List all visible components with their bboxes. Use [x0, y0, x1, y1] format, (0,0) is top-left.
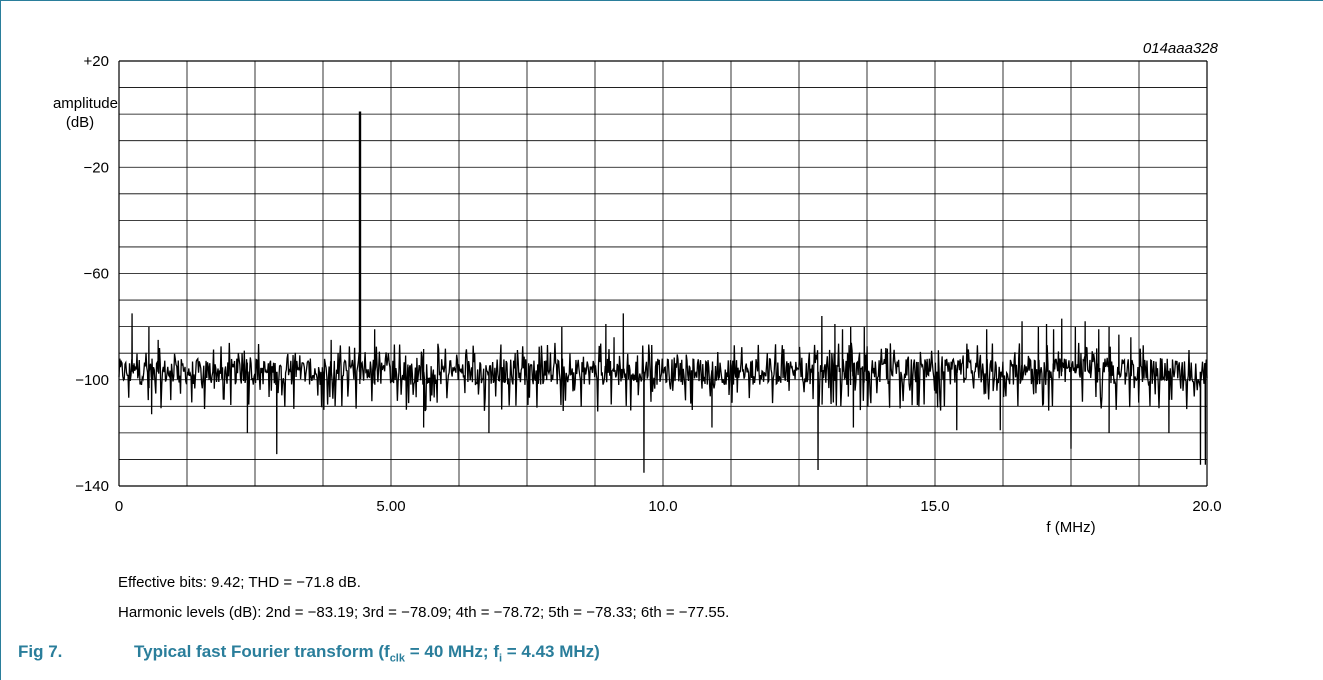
x-tick-label: 0 [115, 498, 123, 515]
figure-code: 014aaa328 [1143, 40, 1219, 57]
caption-suffix: = 4.43 MHz) [502, 642, 600, 661]
caption-sub-i: i [498, 652, 503, 665]
x-tick-label: 20.0 [1192, 498, 1221, 515]
harmonic-levels-note: Harmonic levels (dB): 2nd = −83.19; 3rd … [118, 604, 730, 621]
x-tick-labels: 0 5.00 10.0 15.0 20.0 [115, 498, 1222, 515]
y-tick-labels: +20 −20 −60 −100 −140 [75, 53, 109, 495]
y-tick-label: −100 [75, 372, 109, 389]
caption-mid: = 40 MHz; f [404, 642, 499, 661]
grid [118, 60, 1208, 487]
effective-bits-note: Effective bits: 9.42; THD = −71.8 dB. [118, 574, 361, 591]
figure-label: Fig 7. [18, 642, 63, 661]
x-tick-label: 10.0 [648, 498, 677, 515]
caption-sub-clk: clk [389, 652, 405, 665]
y-tick-label: −20 [84, 159, 109, 176]
figure-caption: Fig 7. Typical fast Fourier transform (fc… [18, 642, 600, 664]
x-tick-label: 5.00 [376, 498, 405, 515]
x-tick-label: 15.0 [920, 498, 949, 515]
y-axis-label: amplitude [53, 95, 118, 112]
caption-prefix: Typical fast Fourier transform (f [134, 642, 390, 661]
frame-top-border [0, 0, 1323, 1]
y-axis-unit: (dB) [66, 114, 94, 131]
y-tick-label: −140 [75, 478, 109, 495]
spectrum-trace [118, 111, 1208, 473]
frame-left-border [0, 0, 1, 680]
spectrum-line [118, 111, 1208, 473]
fft-chart: 0 5.00 10.0 15.0 20.0 +20 −20 −60 −100 −140 014a… [53, 40, 1222, 536]
y-tick-label: +20 [84, 53, 109, 70]
y-tick-label: −60 [84, 266, 109, 283]
x-axis-label: f (MHz) [1046, 519, 1095, 536]
